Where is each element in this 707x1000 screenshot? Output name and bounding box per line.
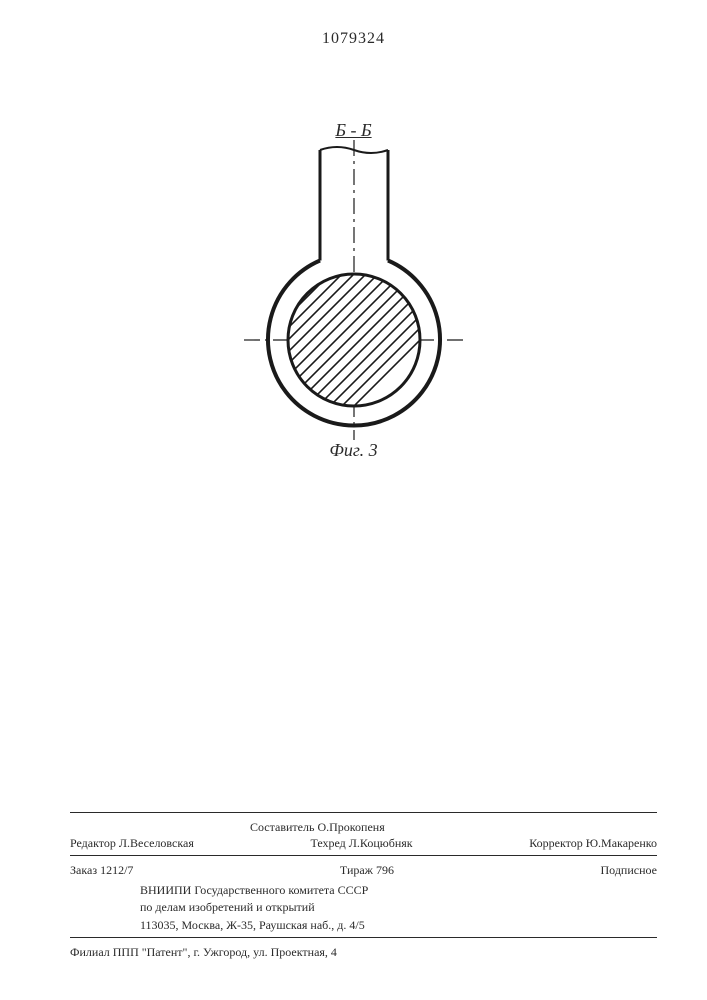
- tirazh-value: 796: [376, 863, 394, 877]
- address-line-3: 113035, Москва, Ж-35, Раушская наб., д. …: [140, 917, 657, 933]
- figure-svg: [224, 140, 484, 440]
- editor-name: Л.Веселовская: [119, 836, 194, 850]
- editor-line: Редактор Л.Веселовская: [70, 835, 194, 851]
- divider: [70, 937, 657, 938]
- figure-caption: Фиг. 3: [0, 440, 707, 461]
- branch-line: Филиал ППП "Патент", г. Ужгород, ул. Про…: [70, 944, 657, 960]
- divider: [70, 812, 657, 813]
- divider: [70, 855, 657, 856]
- order-field: Заказ 1212/7: [70, 862, 133, 878]
- order-value: 1212/7: [100, 863, 133, 877]
- techred-name: Л.Коцюбняк: [349, 836, 413, 850]
- compiler-line: Составитель О.Прокопеня: [250, 819, 657, 835]
- order-row: Заказ 1212/7 Тираж 796 Подписное: [70, 862, 657, 878]
- address-block: ВНИИПИ Государственного комитета СССР по…: [140, 882, 657, 933]
- corrector-name: Ю.Макаренко: [586, 836, 657, 850]
- footer-block: Составитель О.Прокопеня Редактор Л.Весел…: [70, 808, 657, 960]
- figure-area: Б - Б: [0, 120, 707, 470]
- document-number: 1079324: [0, 30, 707, 48]
- address-line-1: ВНИИПИ Государственного комитета СССР: [140, 882, 657, 898]
- corrector-label: Корректор: [529, 836, 583, 850]
- editor-label: Редактор: [70, 836, 116, 850]
- tirazh-field: Тираж 796: [145, 862, 588, 878]
- corrector-line: Корректор Ю.Макаренко: [529, 835, 657, 851]
- techred-line: Техред Л.Коцюбняк: [206, 835, 517, 851]
- tirazh-label: Тираж: [340, 863, 373, 877]
- techred-label: Техред: [310, 836, 345, 850]
- subscription-field: Подписное: [601, 862, 658, 878]
- compiler-label: Составитель: [250, 820, 314, 834]
- address-line-2: по делам изобретений и открытий: [140, 899, 657, 915]
- order-label: Заказ: [70, 863, 97, 877]
- section-label: Б - Б: [0, 120, 707, 141]
- compiler-name: О.Прокопеня: [317, 820, 384, 834]
